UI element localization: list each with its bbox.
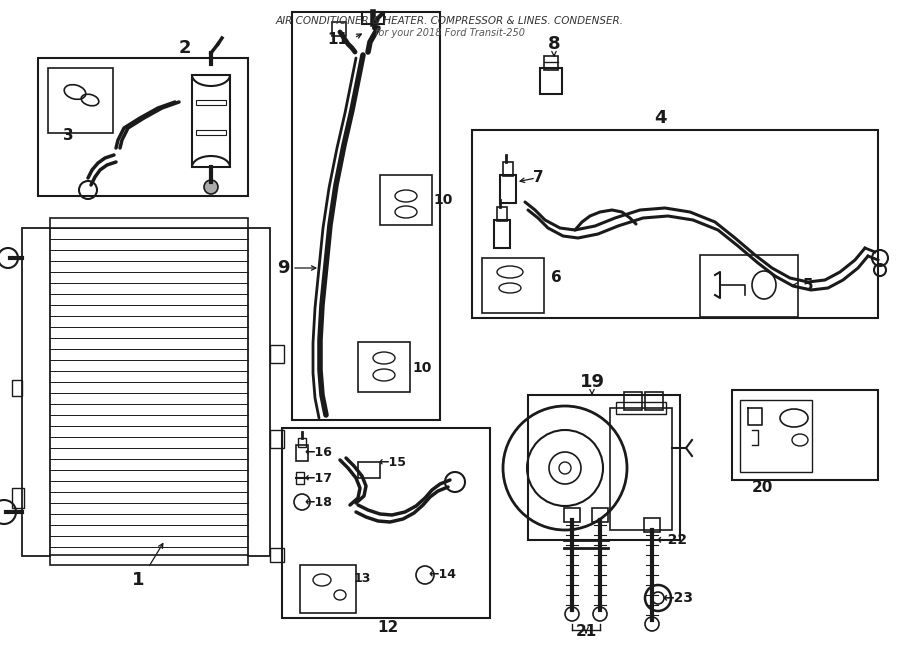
Bar <box>12 488 24 508</box>
Bar <box>358 462 380 478</box>
Bar <box>332 22 346 36</box>
Bar <box>540 68 562 94</box>
Text: 6: 6 <box>551 270 562 286</box>
Bar <box>624 392 642 410</box>
Text: 3: 3 <box>63 128 73 143</box>
Bar <box>528 395 680 540</box>
Bar <box>248 228 270 556</box>
Bar <box>358 342 410 392</box>
Text: 4: 4 <box>653 109 666 127</box>
Text: 8: 8 <box>548 35 561 53</box>
Text: ←16: ←16 <box>304 446 332 459</box>
Bar <box>38 58 248 196</box>
Bar <box>292 12 440 420</box>
Text: 1: 1 <box>131 571 144 589</box>
Text: ←14: ←14 <box>428 568 456 582</box>
Text: 9: 9 <box>277 259 289 277</box>
Bar <box>482 258 544 313</box>
Bar <box>362 12 384 24</box>
Text: ←22: ←22 <box>656 533 688 547</box>
Bar <box>494 220 510 248</box>
Text: ←15: ←15 <box>378 455 406 469</box>
Text: AIR CONDITIONER & HEATER. COMPRESSOR & LINES. CONDENSER.: AIR CONDITIONER & HEATER. COMPRESSOR & L… <box>276 16 624 26</box>
Bar <box>700 255 798 317</box>
Bar <box>282 428 490 618</box>
Bar <box>500 175 516 203</box>
Text: ←17: ←17 <box>304 471 332 485</box>
Text: 11: 11 <box>328 32 348 48</box>
Text: 10: 10 <box>412 361 432 375</box>
Text: 13: 13 <box>354 572 371 584</box>
Bar <box>564 508 580 522</box>
Bar <box>50 555 248 565</box>
Bar <box>192 75 230 167</box>
Bar <box>544 56 558 70</box>
Bar <box>503 162 513 176</box>
Text: 2: 2 <box>179 39 191 57</box>
Bar <box>270 345 284 363</box>
Text: 21: 21 <box>575 625 597 639</box>
Bar <box>645 392 663 410</box>
Text: 5: 5 <box>803 278 814 293</box>
Text: 7: 7 <box>533 171 544 186</box>
Bar <box>740 400 812 472</box>
Bar <box>732 390 878 480</box>
Text: 10: 10 <box>433 193 453 207</box>
Bar <box>296 472 304 484</box>
Text: for your 2018 Ford Transit-250: for your 2018 Ford Transit-250 <box>375 28 525 38</box>
Bar <box>22 228 50 556</box>
Bar <box>298 438 306 447</box>
Text: 20: 20 <box>752 481 773 496</box>
Bar <box>270 548 284 562</box>
Circle shape <box>204 180 218 194</box>
Bar <box>616 402 666 414</box>
Text: 12: 12 <box>377 621 399 635</box>
Bar <box>380 175 432 225</box>
Text: ←18: ←18 <box>304 496 332 508</box>
Bar <box>592 508 608 522</box>
Bar <box>196 100 226 105</box>
Bar <box>48 68 113 133</box>
Bar <box>497 207 507 221</box>
Bar <box>610 408 672 530</box>
Bar <box>270 430 284 448</box>
Text: 19: 19 <box>580 373 605 391</box>
Bar <box>296 445 308 461</box>
Bar <box>300 565 356 613</box>
Bar <box>644 518 660 532</box>
Bar <box>196 130 226 135</box>
Text: ←23: ←23 <box>662 591 694 605</box>
Bar <box>472 130 878 318</box>
Bar <box>12 380 22 396</box>
Bar <box>50 218 248 228</box>
